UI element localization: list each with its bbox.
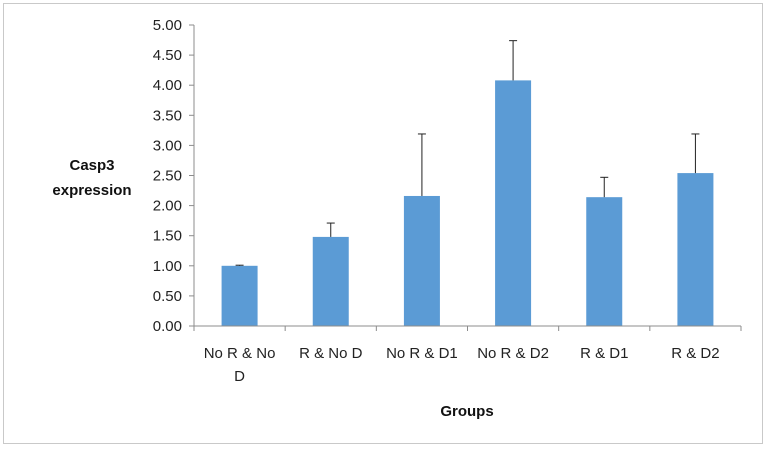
x-tick-label: No R & D1: [386, 345, 458, 362]
y-tick-label: 1.50: [153, 228, 182, 245]
plot-area: 0.00 0.50 1.00 1.50 2.00 2.50 3.00 3.50 4.00 4.50…: [153, 17, 742, 385]
y-tick-label: 4.50: [153, 47, 182, 64]
y-axis-title-line-1: Casp3: [69, 157, 114, 174]
y-tick-label: 3.00: [153, 137, 182, 154]
x-tick-label: D: [234, 368, 245, 385]
y-axis-title: Casp3 expression: [52, 157, 131, 199]
x-tick-label: No R & No: [204, 345, 276, 362]
bar: [677, 173, 714, 326]
bar: [495, 80, 532, 326]
x-tick-label: R & No D: [299, 345, 363, 362]
y-tick-label: 2.00: [153, 198, 182, 215]
y-tick-label: 0.50: [153, 288, 182, 305]
x-axis-title: Groups: [440, 403, 493, 420]
y-tick-label: 0.00: [153, 318, 182, 335]
y-tick-label: 2.50: [153, 168, 182, 185]
y-tick-label: 1.00: [153, 258, 182, 275]
bar: [221, 265, 258, 326]
y-tick-label: 3.50: [153, 107, 182, 124]
x-tick-label: R & D2: [671, 345, 719, 362]
bar: [312, 236, 349, 326]
bar: [403, 195, 440, 326]
y-tick-label: 4.00: [153, 77, 182, 94]
chart-frame: [3, 3, 763, 444]
x-tick-label: R & D1: [580, 345, 628, 362]
bar: [586, 197, 623, 326]
y-tick-label: 5.00: [153, 17, 182, 34]
y-axis-title-line-2: expression: [52, 182, 131, 199]
x-tick-label: No R & D2: [477, 345, 549, 362]
